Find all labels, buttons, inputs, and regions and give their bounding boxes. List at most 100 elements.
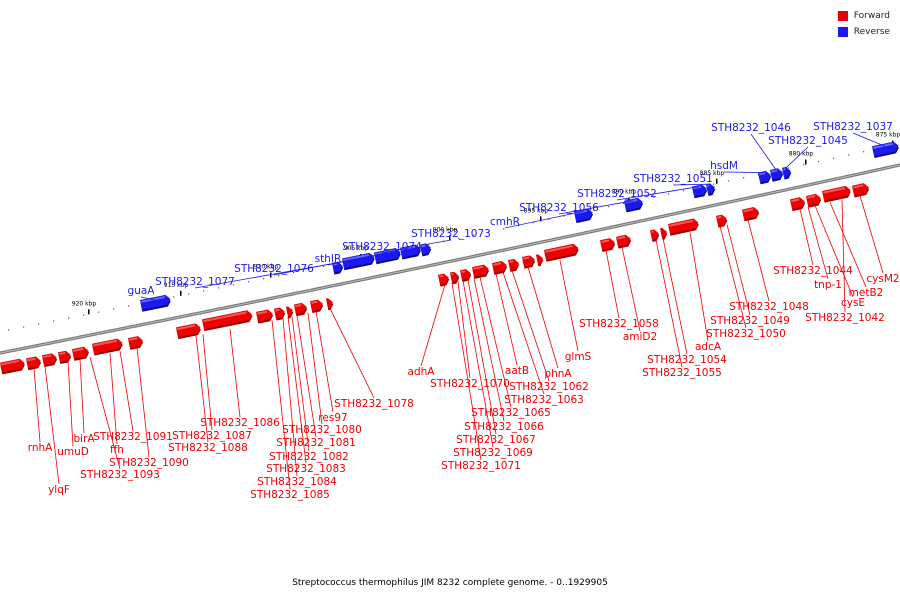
forward-gene-metb2-label[interactable]: metB2 [849, 287, 884, 299]
reverse-gene-sth8232-1073-label[interactable]: STH8232_1073 [411, 228, 491, 240]
forward-gene-aatb-label[interactable]: aatB [505, 365, 529, 377]
forward-gene-block[interactable] [508, 258, 520, 272]
reverse-gene-block[interactable] [706, 183, 716, 196]
reverse-gene-sth8232-1045-label[interactable]: STH8232_1045 [768, 135, 848, 147]
forward-gene-umud-label[interactable]: umuD [57, 446, 89, 458]
forward-gene-block[interactable] [42, 353, 58, 368]
forward-gene-glms-label[interactable]: glmS [565, 351, 592, 363]
forward-gene-block[interactable] [310, 299, 324, 313]
forward-gene-block[interactable] [544, 243, 580, 262]
forward-gene-sth8232-1086-label[interactable]: STH8232_1086 [200, 417, 280, 429]
forward-gene-block[interactable] [0, 358, 26, 375]
forward-gene-block[interactable] [128, 335, 144, 350]
forward-gene-block[interactable] [616, 234, 632, 249]
forward-gene-ylqf-label[interactable]: ylqF [48, 484, 70, 496]
forward-gene-sth8232-1062-label[interactable]: STH8232_1062 [509, 381, 589, 393]
forward-gene-block[interactable] [176, 323, 202, 340]
forward-gene-block[interactable] [806, 193, 822, 208]
forward-gene-block[interactable] [536, 253, 544, 267]
reverse-gene-sth8232-1076-label[interactable]: STH8232_1076 [234, 263, 314, 275]
forward-gene-block[interactable] [492, 260, 508, 275]
reverse-gene-cmhr-label[interactable]: cmhR [490, 216, 520, 228]
forward-gene-cyse-label[interactable]: cysE [841, 297, 865, 309]
reverse-gene-block[interactable] [872, 141, 900, 159]
forward-gene-sth8232-1091-label[interactable]: STH8232_1091 [93, 431, 173, 443]
forward-gene-sth8232-1066-label[interactable]: STH8232_1066 [464, 421, 544, 433]
forward-gene-tnp-1-label[interactable]: tnp-1 [814, 279, 842, 291]
forward-gene-sth8232-1093-label[interactable]: STH8232_1093 [80, 469, 160, 481]
forward-gene-sth8232-1055-label[interactable]: STH8232_1055 [642, 367, 722, 379]
forward-gene-sth8232-1081-label[interactable]: STH8232_1081 [276, 437, 356, 449]
reverse-gene-sth8232-1051-label[interactable]: STH8232_1051 [633, 173, 713, 185]
reverse-gene-sth8232-1077-label[interactable]: STH8232_1077 [155, 276, 235, 288]
forward-gene-sth8232-1087-label[interactable]: STH8232_1087 [172, 430, 252, 442]
reverse-gene-block[interactable] [332, 261, 344, 275]
forward-gene-block[interactable] [438, 273, 450, 287]
forward-gene-sth8232-1058-label[interactable]: STH8232_1058 [579, 318, 659, 330]
forward-gene-block[interactable] [26, 356, 42, 371]
forward-gene-block[interactable] [742, 206, 760, 222]
forward-gene-block[interactable] [256, 309, 274, 324]
forward-gene-block[interactable] [472, 264, 490, 279]
forward-gene-sth8232-1042-label[interactable]: STH8232_1042 [805, 312, 885, 324]
reverse-gene-block[interactable] [770, 167, 784, 182]
reverse-gene-block[interactable] [758, 170, 772, 185]
forward-gene-block[interactable] [650, 229, 660, 242]
forward-gene-sth8232-1082-label[interactable]: STH8232_1082 [269, 451, 349, 463]
reverse-gene-block[interactable] [782, 166, 792, 180]
reverse-gene-sth8232-1046-label[interactable]: STH8232_1046 [711, 122, 791, 134]
forward-gene-block[interactable] [72, 346, 90, 361]
reverse-gene-hsdm-label[interactable]: hsdM [710, 160, 738, 172]
forward-gene-rnha-label[interactable]: rnhA [28, 442, 53, 454]
forward-gene-sth8232-1088-label[interactable]: STH8232_1088 [168, 442, 248, 454]
forward-gene-sth8232-1054-label[interactable]: STH8232_1054 [647, 354, 727, 366]
forward-gene-sth8232-1084-label[interactable]: STH8232_1084 [257, 476, 337, 488]
forward-gene-sth8232-1050-label[interactable]: STH8232_1050 [706, 328, 786, 340]
forward-gene-sth8232-1078-label[interactable]: STH8232_1078 [334, 398, 414, 410]
forward-gene-sth8232-1085-label[interactable]: STH8232_1085 [250, 489, 330, 501]
forward-gene-block[interactable] [294, 302, 308, 317]
reverse-gene-sth8232-1052-label[interactable]: STH8232_1052 [577, 188, 657, 200]
forward-gene-sth8232-1065-label[interactable]: STH8232_1065 [471, 407, 551, 419]
forward-gene-sth8232-1069-label[interactable]: STH8232_1069 [453, 447, 533, 459]
forward-gene-sth8232-1044-label[interactable]: STH8232_1044 [773, 265, 853, 277]
forward-gene-ffh-label[interactable]: ffh [110, 444, 124, 456]
reverse-gene-block[interactable] [420, 243, 432, 257]
forward-gene-block[interactable] [202, 309, 253, 332]
forward-gene-block[interactable] [450, 271, 460, 285]
forward-gene-adca-label[interactable]: adcA [695, 341, 722, 353]
forward-gene-block[interactable] [600, 237, 616, 252]
forward-gene-block[interactable] [286, 306, 294, 319]
forward-gene-block[interactable] [852, 182, 870, 198]
forward-gene-block[interactable] [522, 254, 536, 269]
forward-gene-phna-label[interactable]: phnA [544, 368, 572, 380]
forward-gene-block[interactable] [58, 350, 72, 365]
forward-gene-block[interactable] [822, 185, 852, 203]
forward-gene-block[interactable] [790, 196, 806, 212]
forward-gene-sth8232-1080-label[interactable]: STH8232_1080 [282, 424, 362, 436]
reverse-gene-block[interactable] [400, 244, 422, 260]
forward-gene-sth8232-1071-label[interactable]: STH8232_1071 [441, 460, 521, 472]
forward-gene-block[interactable] [274, 307, 286, 321]
forward-gene-sth8232-1070-label[interactable]: STH8232_1070 [430, 378, 510, 390]
forward-gene-sth8232-1048-label[interactable]: STH8232_1048 [729, 301, 809, 313]
forward-gene-sth8232-1049-label[interactable]: STH8232_1049 [710, 315, 790, 327]
forward-gene-sth8232-1063-label[interactable]: STH8232_1063 [504, 394, 584, 406]
reverse-gene-sthir-label[interactable]: sthIR [315, 253, 342, 265]
forward-gene-bira-label[interactable]: birA [73, 433, 95, 445]
forward-gene-block[interactable] [92, 338, 124, 356]
forward-gene-block[interactable] [660, 227, 668, 241]
forward-gene-adha-label[interactable]: adhA [408, 366, 436, 378]
forward-gene-amid2-label[interactable]: amiD2 [623, 331, 657, 343]
forward-gene-sth8232-1090-label[interactable]: STH8232_1090 [109, 457, 189, 469]
forward-gene-sth8232-1083-label[interactable]: STH8232_1083 [266, 463, 346, 475]
reverse-gene-sth8232-1056-label[interactable]: STH8232_1056 [519, 202, 599, 214]
reverse-gene-sth8232-1037-label[interactable]: STH8232_1037 [813, 121, 893, 133]
forward-gene-res97-label[interactable]: res97 [318, 412, 347, 424]
forward-gene-block[interactable] [326, 297, 334, 311]
forward-gene-sth8232-1067-label[interactable]: STH8232_1067 [456, 434, 536, 446]
reverse-gene-guaa-label[interactable]: guaA [128, 285, 156, 297]
forward-gene-block[interactable] [668, 218, 700, 236]
forward-gene-cysm2-label[interactable]: cysM2 [866, 273, 899, 285]
forward-gene-block[interactable] [716, 214, 728, 228]
